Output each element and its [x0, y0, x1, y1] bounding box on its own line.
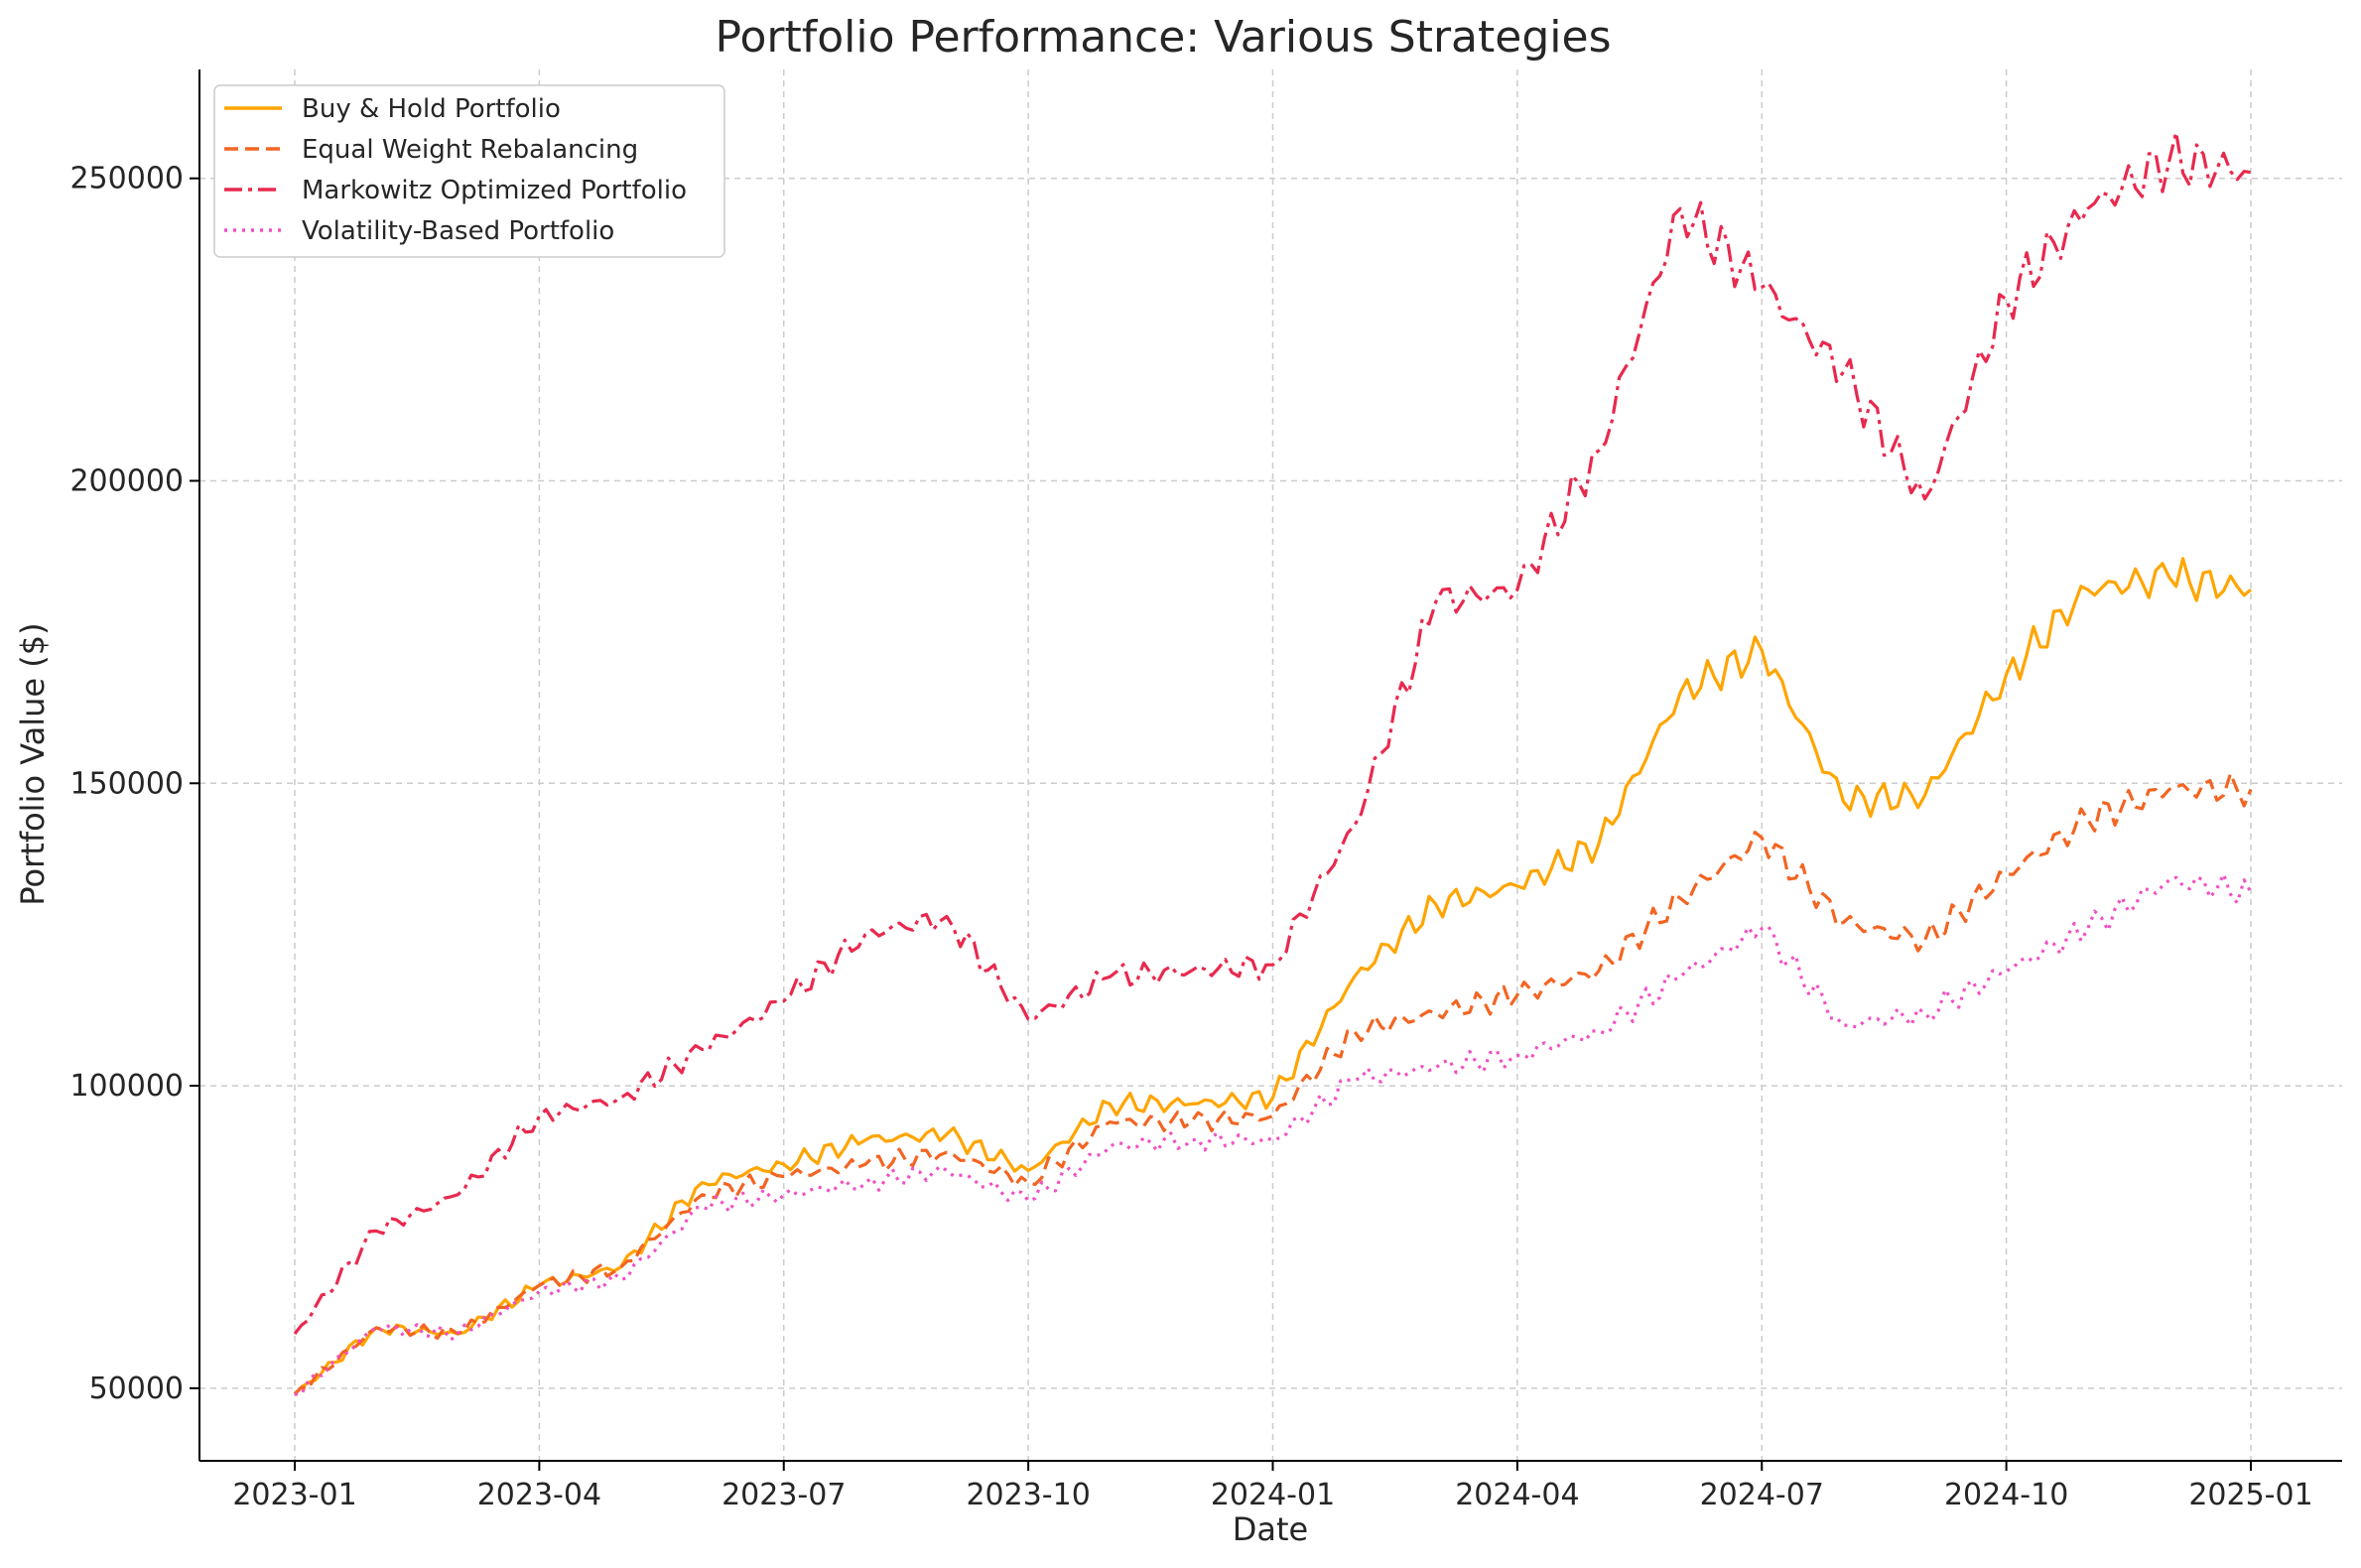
series-line — [293, 557, 2253, 1395]
y-ticks: 50000 100000 150000 200000 250000 — [69, 162, 199, 1406]
y-tick-label: 100000 — [69, 1069, 184, 1104]
x-tick-label: 2024-01 — [1211, 1478, 1335, 1512]
y-tick-label: 200000 — [69, 464, 184, 499]
series-line — [293, 130, 2252, 1335]
y-tick-label: 50000 — [89, 1372, 184, 1406]
y-axis-title: Portfolio Value ($) — [14, 622, 52, 905]
x-tick-label: 2025-01 — [2188, 1478, 2312, 1512]
legend-label: Equal Weight Rebalancing — [302, 135, 638, 165]
gridlines — [199, 69, 2342, 1461]
legend-label: Markowitz Optimized Portfolio — [302, 176, 687, 205]
chart-title: Portfolio Performance: Various Strategie… — [715, 12, 1611, 63]
x-tick-label: 2023-07 — [721, 1478, 846, 1512]
series-lines — [293, 130, 2253, 1396]
legend-box — [213, 84, 725, 258]
x-axis-title: Date — [1233, 1510, 1308, 1548]
x-tick-label: 2023-10 — [966, 1478, 1090, 1512]
axes — [198, 69, 2342, 1462]
x-tick-label: 2024-04 — [1455, 1478, 1579, 1512]
legend-label: Volatility-Based Portfolio — [302, 216, 614, 246]
x-tick-label: 2024-10 — [1944, 1478, 2068, 1512]
x-tick-label: 2024-07 — [1700, 1478, 1824, 1512]
legend-label: Buy & Hold Portfolio — [302, 94, 561, 124]
x-tick-label: 2023-01 — [232, 1478, 356, 1512]
x-tick-label: 2023-04 — [477, 1478, 601, 1512]
y-tick-label: 250000 — [69, 162, 184, 196]
legend: Buy & Hold Portfolio Equal Weight Rebalan… — [213, 84, 725, 258]
y-tick-label: 150000 — [69, 766, 184, 801]
x-ticks: 2023-01 2023-04 2023-07 2023-10 2024-01 2024-… — [232, 1461, 2313, 1512]
